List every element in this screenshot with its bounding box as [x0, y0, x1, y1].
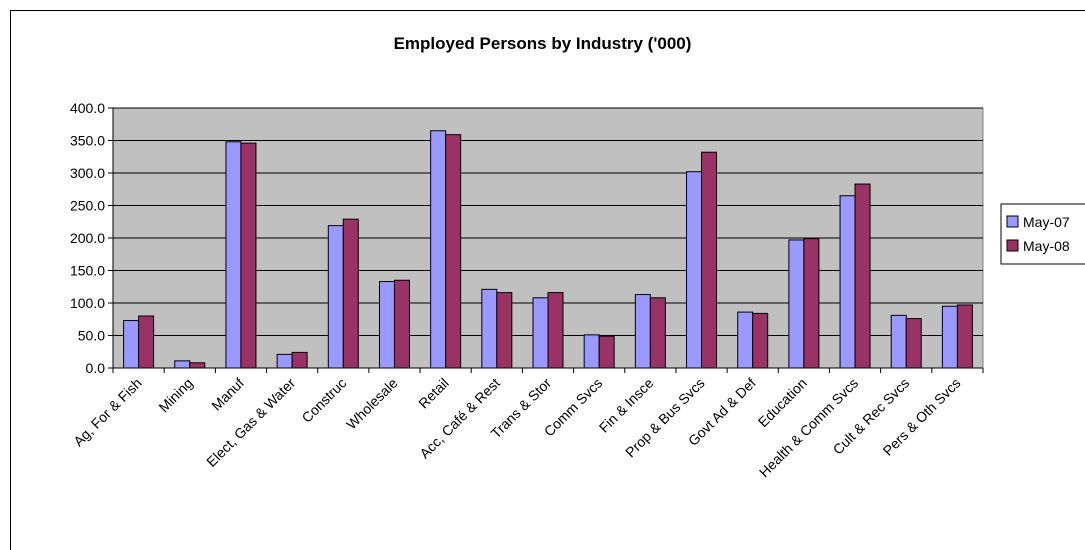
legend-label: May-07	[1023, 214, 1070, 230]
bar-may-08	[138, 315, 155, 369]
bar-may-08	[445, 134, 462, 369]
bar-may-07	[481, 288, 498, 369]
bar-may-07	[174, 360, 191, 369]
axes	[108, 107, 984, 373]
bar-may-07	[686, 171, 703, 369]
legend-swatch	[1006, 239, 1019, 252]
bar-may-07	[737, 311, 754, 369]
bar-may-07	[327, 225, 344, 369]
grid-lines	[113, 107, 983, 336]
bar-may-07	[378, 281, 395, 369]
x-tick-label: Ag, For & Fish	[70, 375, 145, 450]
y-tick-label: 0.0	[86, 360, 106, 376]
y-tick-labels: 0.0 50.0 100.0 150.0 200.0 250.0 300.0 350.0 400…	[70, 100, 105, 376]
x-tick-label: Health & Comm Svcs	[756, 375, 861, 480]
bar-may-07	[123, 320, 140, 369]
bar-may-08	[496, 292, 513, 369]
legend-box	[1000, 203, 1085, 265]
y-tick-label: 350.0	[70, 133, 105, 149]
bar-may-07	[430, 130, 447, 369]
bar-may-08	[547, 292, 564, 369]
x-tick-label: Manuf	[208, 375, 247, 414]
bar-may-07	[941, 305, 958, 369]
x-tick-label: Wholesale	[343, 375, 401, 433]
x-tick-label: Retail	[415, 375, 452, 412]
bar-may-08	[598, 335, 615, 369]
bar-may-07	[634, 294, 651, 369]
bar-may-08	[752, 312, 769, 369]
y-tick-label: 250.0	[70, 198, 105, 214]
bar-may-07	[890, 314, 907, 369]
chart-title: Employed Persons by Industry ('000)	[393, 34, 692, 53]
y-tick-label: 50.0	[78, 328, 105, 344]
bar-may-08	[905, 318, 922, 369]
legend: May-07 May-08	[1000, 203, 1085, 265]
legend-label: May-08	[1023, 238, 1070, 254]
bar-may-08	[854, 183, 871, 369]
bar-may-07	[788, 239, 805, 369]
y-tick-label: 400.0	[70, 100, 105, 116]
bar-may-07	[276, 353, 293, 369]
bar-may-07	[532, 297, 549, 369]
bar-may-08	[189, 362, 206, 369]
bar-may-08	[649, 297, 666, 369]
x-tick-label: Elect, Gas & Water	[203, 375, 298, 470]
bar-may-08	[701, 151, 718, 369]
y-tick-label: 150.0	[70, 263, 105, 279]
chart-svg: 0.0 50.0 100.0 150.0 200.0 250.0 300.0 350.0 400…	[70, 100, 1085, 481]
y-tick-label: 100.0	[70, 295, 105, 311]
legend-swatch	[1006, 215, 1019, 228]
y-tick-label: 300.0	[70, 165, 105, 181]
bar-may-07	[225, 141, 242, 369]
bar-may-07	[839, 195, 856, 369]
chart-frame	[10, 10, 1085, 550]
x-tick-label: Construc	[298, 375, 349, 426]
x-tick-label: Mining	[155, 375, 195, 415]
bar-may-08	[342, 218, 359, 369]
y-tick-label: 200.0	[70, 230, 105, 246]
bar-may-08	[291, 351, 308, 369]
bar-may-08	[240, 142, 257, 369]
bar-may-07	[583, 334, 600, 369]
bar-may-08	[393, 279, 410, 369]
bar-may-08	[956, 304, 973, 369]
bar-may-08	[803, 238, 820, 369]
